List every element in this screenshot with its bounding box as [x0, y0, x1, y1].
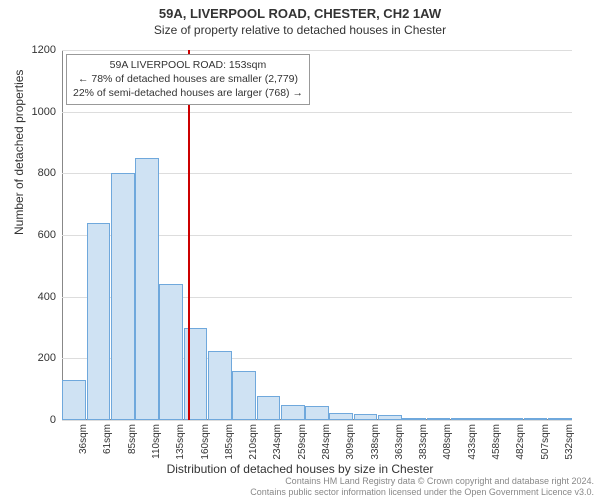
x-tick-label: 532sqm — [564, 424, 575, 460]
histogram-bar — [159, 284, 183, 420]
annotation-line: ← 78% of detached houses are smaller (2,… — [73, 72, 303, 86]
histogram-bar — [62, 380, 86, 420]
property-marker-line — [188, 50, 190, 420]
x-tick-label: 36sqm — [78, 424, 89, 454]
x-tick-label: 210sqm — [248, 424, 259, 460]
histogram-bar — [257, 396, 281, 420]
x-tick-label: 259sqm — [297, 424, 308, 460]
histogram-bar — [184, 328, 208, 421]
x-tick-label: 458sqm — [491, 424, 502, 460]
histogram-bar — [354, 414, 378, 420]
histogram-bar — [208, 351, 232, 420]
x-tick-label: 309sqm — [345, 424, 356, 460]
x-tick-label: 135sqm — [175, 424, 186, 460]
histogram-bar — [378, 415, 402, 420]
y-tick-label: 600 — [16, 229, 56, 241]
plot-area: 02004006008001000120036sqm61sqm85sqm110s… — [62, 50, 572, 420]
y-tick-label: 0 — [16, 414, 56, 426]
x-tick-label: 338sqm — [370, 424, 381, 460]
y-tick-label: 200 — [16, 352, 56, 364]
y-tick-label: 1200 — [16, 44, 56, 56]
grid-line — [62, 420, 572, 421]
grid-line — [62, 50, 572, 51]
chart-subtitle: Size of property relative to detached ho… — [0, 21, 600, 37]
histogram-bar — [281, 405, 305, 420]
histogram-bar — [524, 418, 548, 420]
histogram-bar — [402, 418, 426, 420]
x-tick-label: 408sqm — [442, 424, 453, 460]
annotation-line: 22% of semi-detached houses are larger (… — [73, 86, 303, 100]
chart-area: 02004006008001000120036sqm61sqm85sqm110s… — [62, 50, 572, 420]
histogram-bar — [451, 418, 475, 420]
x-tick-label: 85sqm — [127, 424, 138, 454]
x-tick-label: 110sqm — [151, 424, 162, 459]
annotation-line: 59A LIVERPOOL ROAD: 153sqm — [73, 58, 303, 72]
histogram-bar — [475, 418, 499, 420]
y-tick-label: 1000 — [16, 106, 56, 118]
x-tick-label: 284sqm — [321, 424, 332, 460]
histogram-bar — [135, 158, 159, 420]
y-axis-label: Number of detached properties — [12, 70, 26, 235]
x-tick-label: 482sqm — [515, 424, 526, 460]
x-tick-label: 433sqm — [467, 424, 478, 460]
y-tick-label: 800 — [16, 167, 56, 179]
y-tick-label: 400 — [16, 291, 56, 303]
x-axis-label: Distribution of detached houses by size … — [0, 462, 600, 476]
footer-line-1: Contains HM Land Registry data © Crown c… — [250, 476, 594, 487]
histogram-bar — [427, 418, 451, 420]
x-tick-label: 160sqm — [200, 424, 211, 460]
chart-title: 59A, LIVERPOOL ROAD, CHESTER, CH2 1AW — [0, 0, 600, 21]
footer-line-2: Contains public sector information licen… — [250, 487, 594, 498]
annotation-box: 59A LIVERPOOL ROAD: 153sqm← 78% of detac… — [66, 54, 310, 105]
x-tick-label: 363sqm — [394, 424, 405, 460]
grid-line — [62, 112, 572, 113]
histogram-bar — [329, 413, 353, 420]
x-tick-label: 61sqm — [102, 424, 113, 454]
histogram-bar — [87, 223, 111, 420]
histogram-bar — [499, 418, 523, 420]
histogram-bar — [111, 173, 135, 420]
footer-attribution: Contains HM Land Registry data © Crown c… — [250, 476, 594, 498]
x-tick-label: 234sqm — [272, 424, 283, 460]
histogram-bar — [232, 371, 256, 420]
x-tick-label: 185sqm — [224, 424, 235, 460]
x-tick-label: 507sqm — [540, 424, 551, 460]
histogram-bar — [548, 418, 572, 420]
x-tick-label: 383sqm — [418, 424, 429, 460]
histogram-bar — [305, 406, 329, 420]
